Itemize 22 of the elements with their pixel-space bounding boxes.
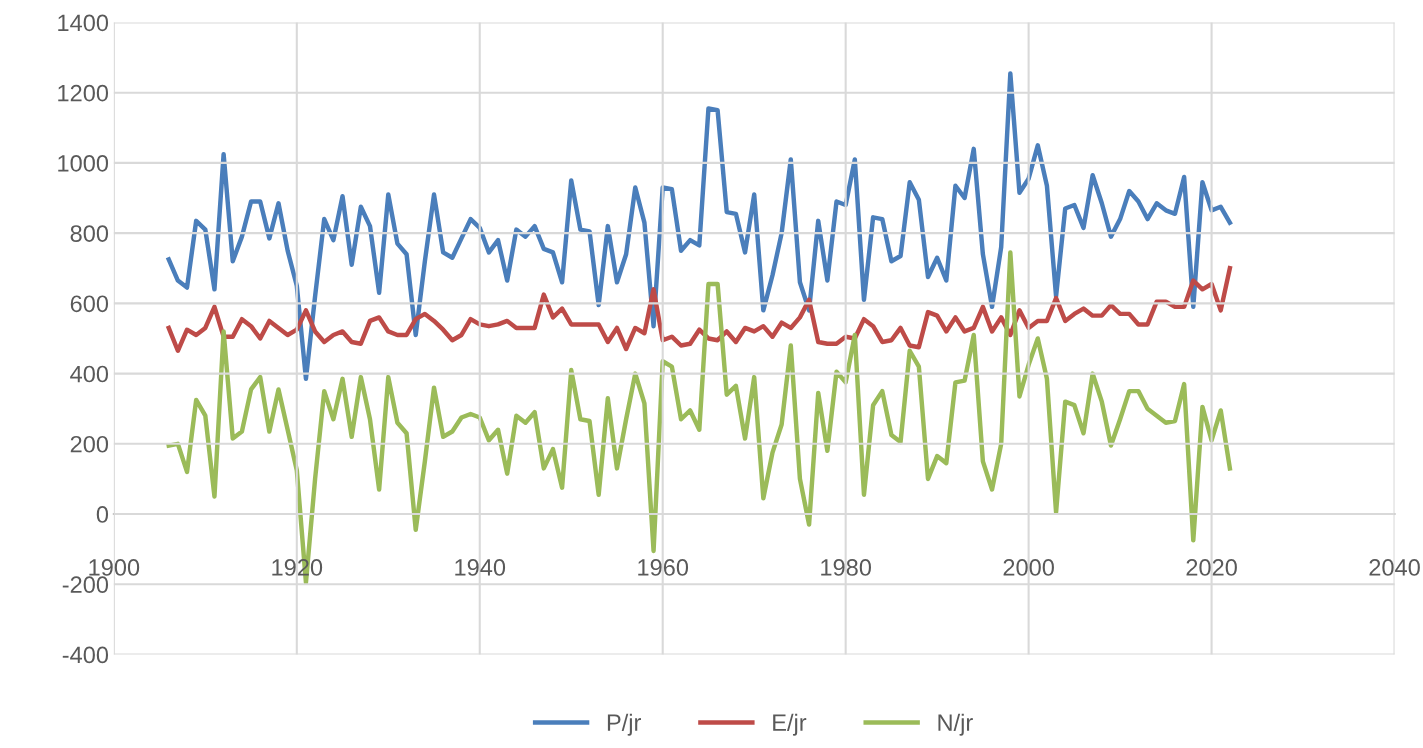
y-tick-label: 1000 bbox=[58, 154, 109, 172]
x-tick-label: 1940 bbox=[455, 559, 506, 576]
x-tick-label: 1960 bbox=[638, 559, 689, 576]
x-tick-label: 2040 bbox=[1369, 559, 1420, 576]
legend-label: P/jr bbox=[607, 713, 641, 736]
y-tick-label: 400 bbox=[70, 365, 109, 383]
y-tick-label: 1200 bbox=[58, 84, 109, 102]
y-tick-label: 0 bbox=[96, 506, 109, 523]
line-series bbox=[166, 266, 1233, 353]
x-tick-label: 2020 bbox=[1186, 559, 1237, 576]
y-tick-label: -200 bbox=[62, 576, 109, 594]
legend-label: E/jr bbox=[773, 713, 807, 736]
legend-label: N/jr bbox=[938, 713, 973, 736]
y-tick-label: -400 bbox=[62, 646, 109, 664]
x-tick-label: 2000 bbox=[1003, 559, 1054, 576]
y-tick-label: 1400 bbox=[58, 14, 109, 32]
line-series bbox=[166, 71, 1233, 382]
x-tick-label: 1900 bbox=[89, 559, 140, 576]
y-tick-label: 200 bbox=[70, 435, 109, 453]
x-tick-label: 1980 bbox=[821, 559, 872, 576]
y-tick-label: 600 bbox=[70, 295, 109, 313]
y-tick-label: 800 bbox=[70, 225, 109, 242]
